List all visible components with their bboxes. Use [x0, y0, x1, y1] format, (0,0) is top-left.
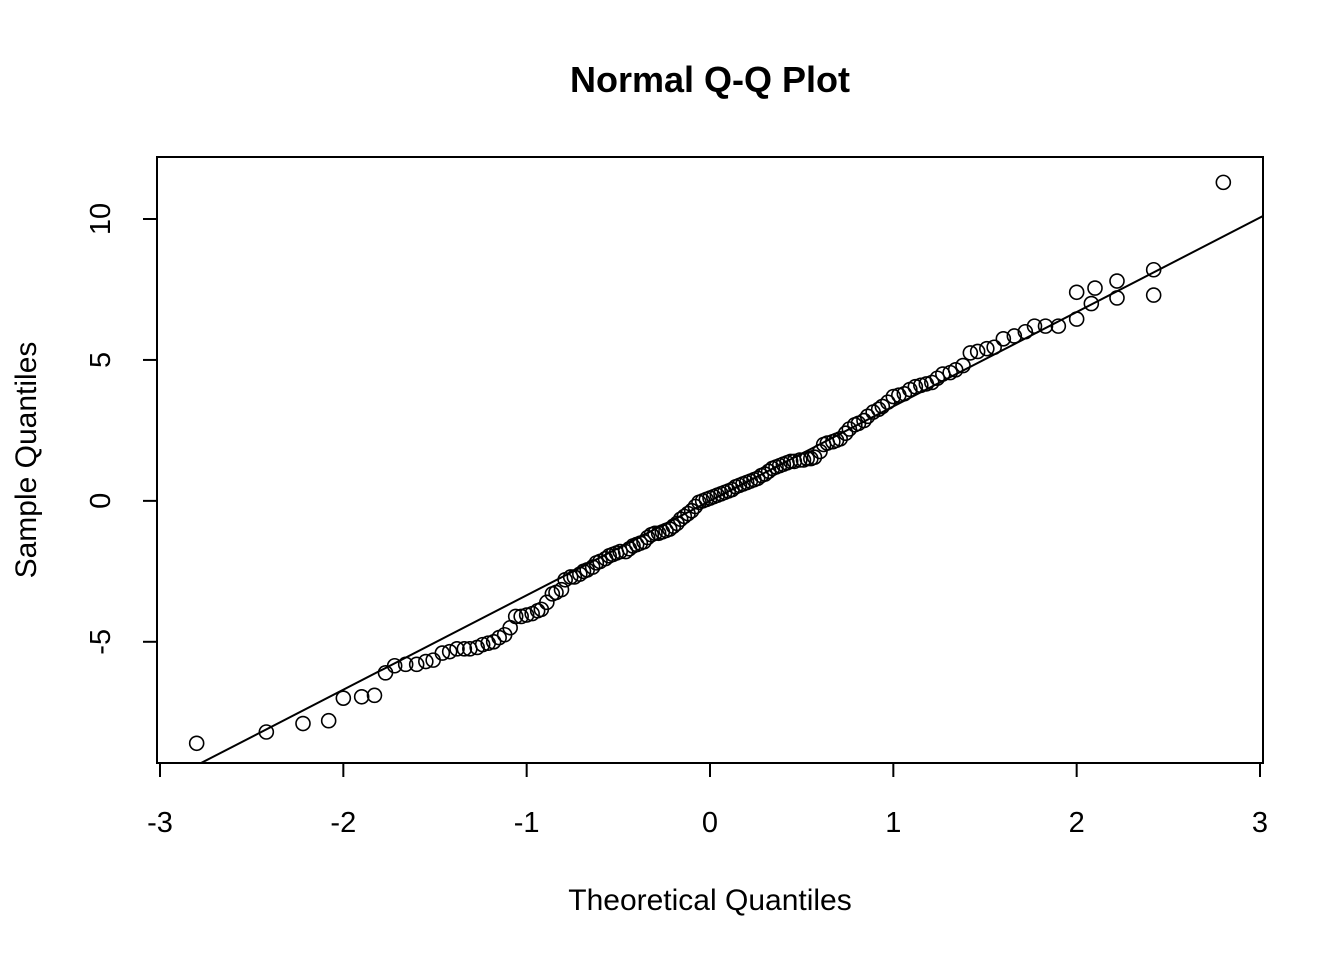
data-point [647, 525, 663, 542]
data-point [859, 408, 876, 425]
data-point [896, 385, 913, 402]
data-point [418, 653, 434, 670]
data-point [1050, 318, 1067, 334]
y-axis-label: Sample Quantiles [10, 342, 43, 579]
data-point [955, 357, 971, 374]
data-point [353, 688, 370, 705]
data-point [792, 452, 808, 468]
x-tick-label: 0 [702, 807, 718, 839]
data-point [639, 529, 656, 546]
chart-title: Normal Q-Q Plot [570, 59, 850, 100]
data-point [1087, 280, 1103, 296]
x-axis-label: Theoretical Quantiles [568, 884, 851, 917]
data-point [1215, 174, 1232, 191]
data-point [837, 425, 854, 442]
data-point [1109, 290, 1125, 306]
data-point [806, 449, 823, 465]
data-point [995, 330, 1012, 347]
data-point [907, 378, 924, 395]
data-point [1145, 261, 1162, 278]
x-tick-label: 1 [885, 807, 901, 839]
data-point [749, 470, 766, 487]
x-tick-label: -3 [147, 807, 173, 839]
y-tick-label: 10 [85, 203, 117, 235]
data-point [874, 398, 891, 415]
data-point [539, 594, 555, 611]
y-axis: -5 0 5 10 [85, 203, 158, 655]
data-point [612, 543, 628, 560]
points-layer [188, 174, 1232, 752]
data-point [513, 608, 529, 625]
y-tick-label: -5 [85, 629, 117, 655]
plot-frame [156, 156, 1264, 764]
data-point [1037, 318, 1054, 334]
data-point [841, 421, 858, 437]
data-point [913, 377, 929, 394]
x-tick-label: -1 [514, 807, 540, 839]
data-point [386, 657, 403, 674]
data-point [474, 636, 491, 653]
data-point [366, 687, 383, 704]
data-point [408, 656, 425, 673]
data-point [335, 690, 352, 706]
data-point [449, 641, 465, 657]
x-tick-label: -2 [330, 807, 356, 839]
data-point [969, 343, 986, 360]
y-tick-label: 5 [85, 352, 117, 368]
data-point [456, 641, 473, 657]
data-point [295, 715, 311, 732]
data-point [572, 566, 588, 582]
data-point [986, 339, 1002, 356]
data-point [1026, 318, 1043, 334]
data-point [924, 374, 940, 391]
data-point [188, 735, 205, 752]
data-point [832, 431, 848, 447]
data-point [507, 608, 524, 625]
data-point [1006, 328, 1023, 344]
data-point [320, 712, 337, 729]
data-point [1083, 295, 1100, 312]
data-point [885, 388, 902, 405]
data-point [1068, 284, 1085, 301]
data-point [258, 724, 275, 740]
x-tick-label: 2 [1069, 807, 1085, 839]
data-point [553, 581, 570, 598]
y-tick-label: 0 [85, 493, 117, 509]
data-point [518, 607, 535, 623]
data-point [929, 370, 946, 387]
x-axis: -3 -2 -1 0 1 2 3 [147, 762, 1268, 839]
x-tick-label: 3 [1252, 807, 1268, 839]
data-point [856, 412, 872, 429]
data-point [562, 569, 579, 585]
data-point [1145, 287, 1162, 303]
data-point [962, 345, 979, 361]
data-point [441, 643, 458, 660]
data-point [947, 362, 964, 378]
data-point [799, 450, 815, 467]
data-point [1068, 311, 1085, 327]
data-point [397, 656, 414, 673]
data-point [880, 394, 896, 411]
data-point [1017, 323, 1034, 340]
data-point [434, 645, 451, 661]
data-point [782, 453, 799, 470]
data-point [979, 340, 995, 357]
data-point [485, 633, 502, 650]
data-point [1109, 273, 1125, 289]
